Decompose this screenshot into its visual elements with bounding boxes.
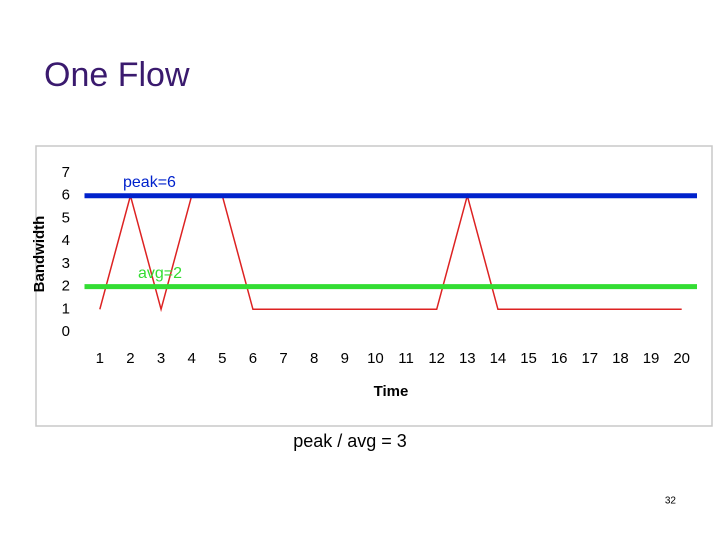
- x-tick-label: 19: [643, 350, 660, 367]
- x-tick-label: 16: [551, 350, 568, 367]
- y-tick-label: 0: [62, 323, 70, 340]
- x-tick-label: 8: [310, 350, 318, 367]
- x-tick-label: 2: [126, 350, 134, 367]
- y-tick-label: 3: [62, 255, 70, 272]
- x-tick-label: 13: [459, 350, 476, 367]
- x-axis-label: Time: [374, 383, 409, 400]
- x-tick-label: 14: [490, 350, 507, 367]
- y-tick-label: 5: [62, 209, 70, 226]
- x-tick-label: 7: [279, 350, 287, 367]
- y-tick-label: 7: [62, 164, 70, 181]
- x-tick-label: 15: [520, 350, 537, 367]
- y-axis-label: Bandwidth: [31, 216, 48, 293]
- y-tick-label: 4: [62, 232, 70, 249]
- y-tick-label: 2: [62, 278, 70, 295]
- x-tick-label: 12: [428, 350, 445, 367]
- slide-title: One Flow: [44, 56, 190, 94]
- x-tick-label: 9: [341, 350, 349, 367]
- x-tick-label: 10: [367, 350, 384, 367]
- x-tick-label: 20: [673, 350, 690, 367]
- reference-label: avg=2: [138, 265, 182, 282]
- x-tick-label: 5: [218, 350, 226, 367]
- page-number: 32: [665, 496, 677, 507]
- y-tick-label: 6: [62, 187, 70, 204]
- caption: peak / avg = 3: [293, 431, 407, 451]
- x-tick-label: 4: [188, 350, 196, 367]
- x-tick-label: 1: [96, 350, 104, 367]
- x-tick-label: 6: [249, 350, 257, 367]
- x-tick-label: 3: [157, 350, 165, 367]
- y-tick-label: 1: [62, 300, 70, 317]
- x-tick-label: 18: [612, 350, 629, 367]
- reference-label: peak=6: [123, 174, 176, 191]
- x-tick-label: 11: [398, 350, 414, 367]
- x-tick-label: 17: [581, 350, 598, 367]
